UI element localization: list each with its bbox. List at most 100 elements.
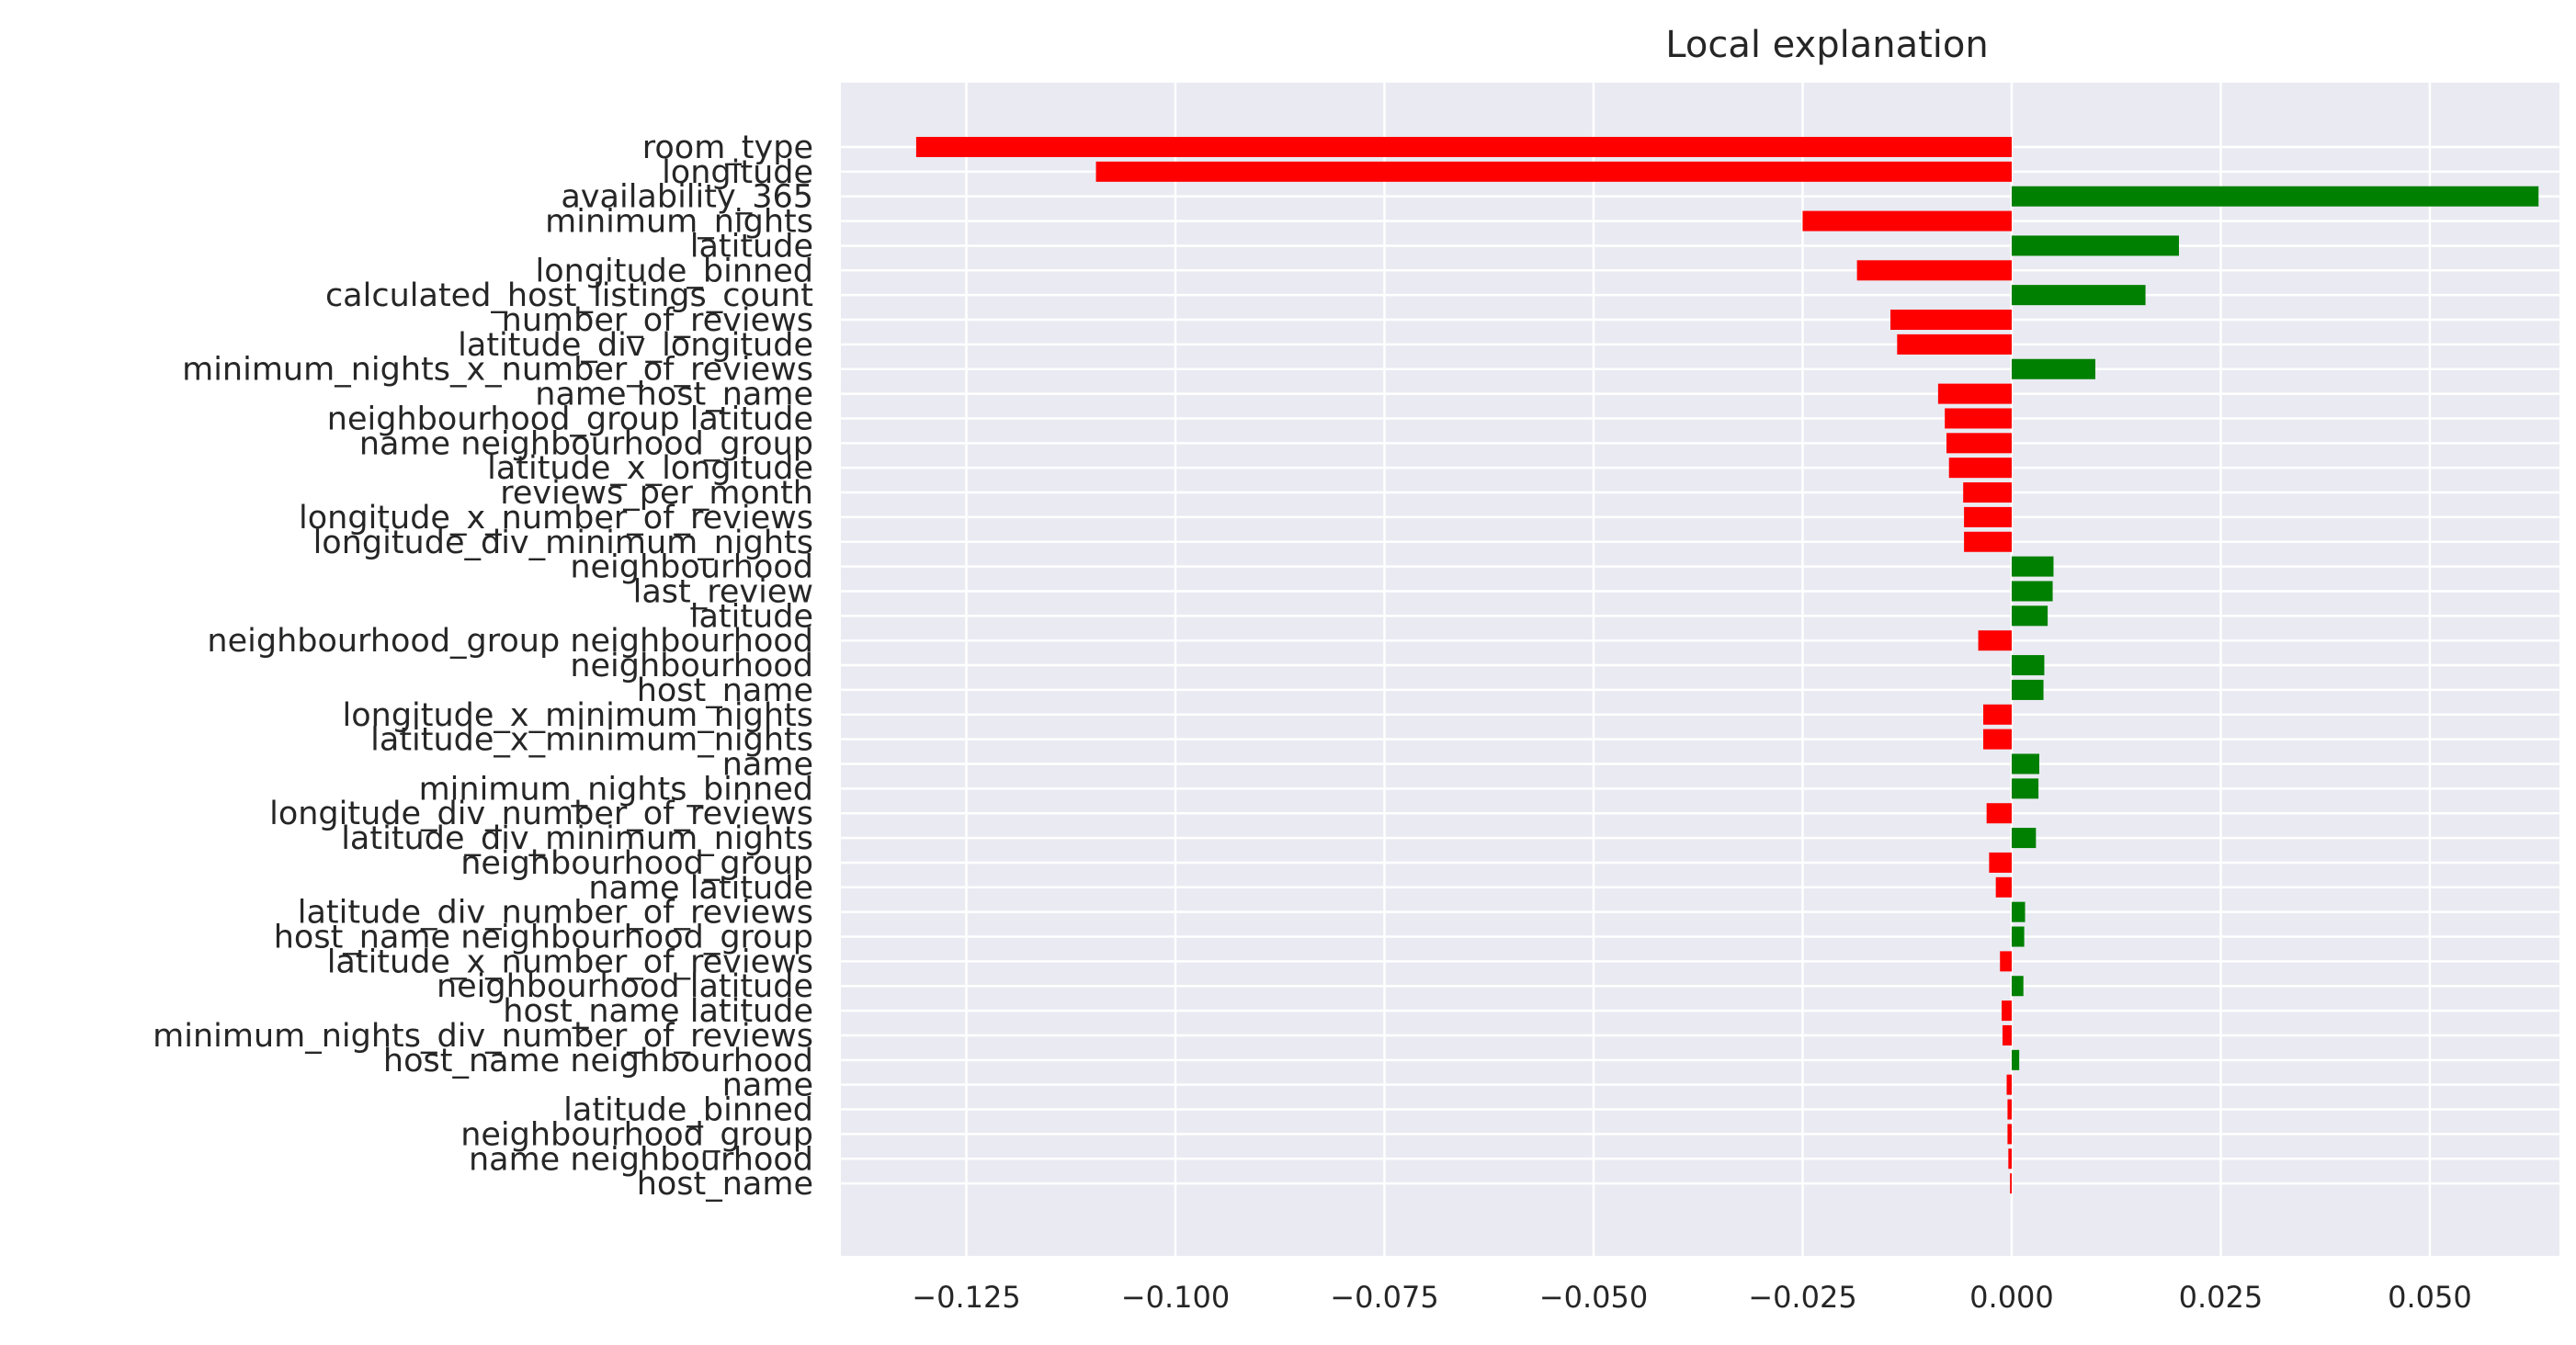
bar [1964,506,2012,527]
y-tick-label: neighbourhood_group latitude [327,401,813,437]
y-tick-label: reviews_per_month [500,475,813,512]
x-tick-label: −0.075 [1330,1280,1438,1315]
chart-title: Local explanation [1665,24,1988,66]
y-tick-label: minimum_nights_binned [419,771,813,808]
bar [1964,531,2012,552]
y-tick-label: minimum_nights_div_number_of_reviews [153,1018,813,1055]
bar [2007,1099,2012,1120]
y-tick-label: latitude_div_longitude [458,327,813,364]
bar [2011,556,2054,577]
bar [1802,210,2012,232]
y-tick-label: latitude [690,598,813,635]
y-tick-label: neighbourhood [570,648,813,684]
y-tick-label: neighbourhood_group [460,1116,813,1153]
y-tick-label: number_of_reviews [502,302,813,339]
y-tick-label: longitude_x_minimum_nights [343,697,814,734]
y-tick-label: last_review [633,573,813,610]
y-tick-label: room_type [642,130,813,166]
bar [2011,901,2026,922]
y-tick-label: longitude_div_number_of_reviews [269,796,813,832]
y-tick-label: minimum_nights [545,204,813,241]
y-tick-label: name [722,747,813,784]
bar [2011,358,2095,379]
bars [915,137,2539,1194]
bar [1945,408,2012,429]
bar [2006,1074,2012,1095]
y-tick-label: availability_365 [561,179,813,216]
y-tick-label: neighbourhood_group neighbourhood [207,623,813,660]
y-tick-label: latitude_div_minimum_nights [341,820,813,857]
y-tick-label: host_name latitude [503,993,813,1030]
bar [2008,1148,2012,1170]
plot-area [841,83,2559,1256]
bar [2011,581,2053,602]
bar [2011,605,2048,627]
y-tick-label: neighbourhood latitude [437,968,813,1005]
x-tick-label: 0.000 [1969,1280,2054,1315]
bar [1897,333,2012,355]
bar [2011,778,2039,799]
x-tick-label: 0.050 [2388,1280,2472,1315]
bar [2011,1049,2020,1070]
y-tick-label: longitude_x_number_of_reviews [299,500,813,537]
y-tick-label: latitude_binned [563,1092,813,1129]
y-tick-label: latitude_x_longitude [487,450,813,487]
bar [1856,260,2012,281]
y-tick-label: latitude_x_number_of_reviews [327,944,813,980]
bar [1995,876,2012,898]
bar [1989,852,2012,873]
y-tick-label: name neighbourhood_group [359,425,813,462]
bar [2002,1024,2012,1045]
y-tick-label: name [722,1068,813,1104]
y-tick-label: neighbourhood [570,549,813,586]
y-tick-label: host_name [637,1166,813,1203]
y-tick-label: longitude_div_minimum_nights [313,525,813,561]
x-tick-label: −0.125 [912,1280,1020,1315]
bar [2011,655,2045,676]
y-tick-label: name host_name [535,377,813,413]
bar [1986,803,2012,824]
bar [2000,951,2012,972]
y-tick-label: minimum_nights_x_number_of_reviews [182,352,813,389]
y-tick-labels: room_typelongitudeavailability_365minimu… [153,130,813,1203]
bar [2011,679,2044,700]
y-tick-label: latitude_div_number_of_reviews [298,895,813,932]
bar [1937,383,2012,404]
bar [1963,482,2012,503]
bar [1948,458,2012,479]
y-tick-label: host_name neighbourhood_group [274,920,813,956]
y-tick-label: longitude [662,154,813,191]
bar [1890,310,2012,331]
bar [2002,1000,2012,1022]
x-tick-label: −0.100 [1121,1280,1230,1315]
bar [2011,926,2025,947]
bar [2011,828,2037,849]
bar [2011,285,2146,306]
y-gridlines [841,145,2559,1185]
y-tick-label: name neighbourhood [469,1141,813,1178]
x-tick-label: −0.050 [1539,1280,1648,1315]
y-tick-label: latitude_x_minimum_nights [370,722,813,759]
x-tick-label: −0.025 [1748,1280,1856,1315]
y-tick-label: longitude_binned [536,253,813,289]
x-tick-label: 0.025 [2179,1280,2264,1315]
bar [2011,753,2039,774]
y-tick-label: calculated_host_listings_count [325,277,813,314]
bar [915,137,2012,157]
y-tick-label: neighbourhood_group [460,845,813,882]
y-tick-label: latitude [690,228,813,265]
bar [2011,235,2179,256]
bar [1946,433,2012,454]
bar [1983,704,2012,725]
bar [2011,976,2024,997]
bar [1095,161,2012,182]
bar [2011,186,2539,207]
bar [1983,729,2012,750]
bar [2007,1124,2012,1145]
bar [2010,1173,2012,1194]
y-tick-label: host_name [637,672,813,709]
x-tick-labels: −0.125 −0.100 −0.075 −0.050 −0.025 0.000 0.025… [912,1280,2471,1315]
bar [1978,630,2012,651]
y-tick-label: host_name neighbourhood [383,1043,813,1079]
